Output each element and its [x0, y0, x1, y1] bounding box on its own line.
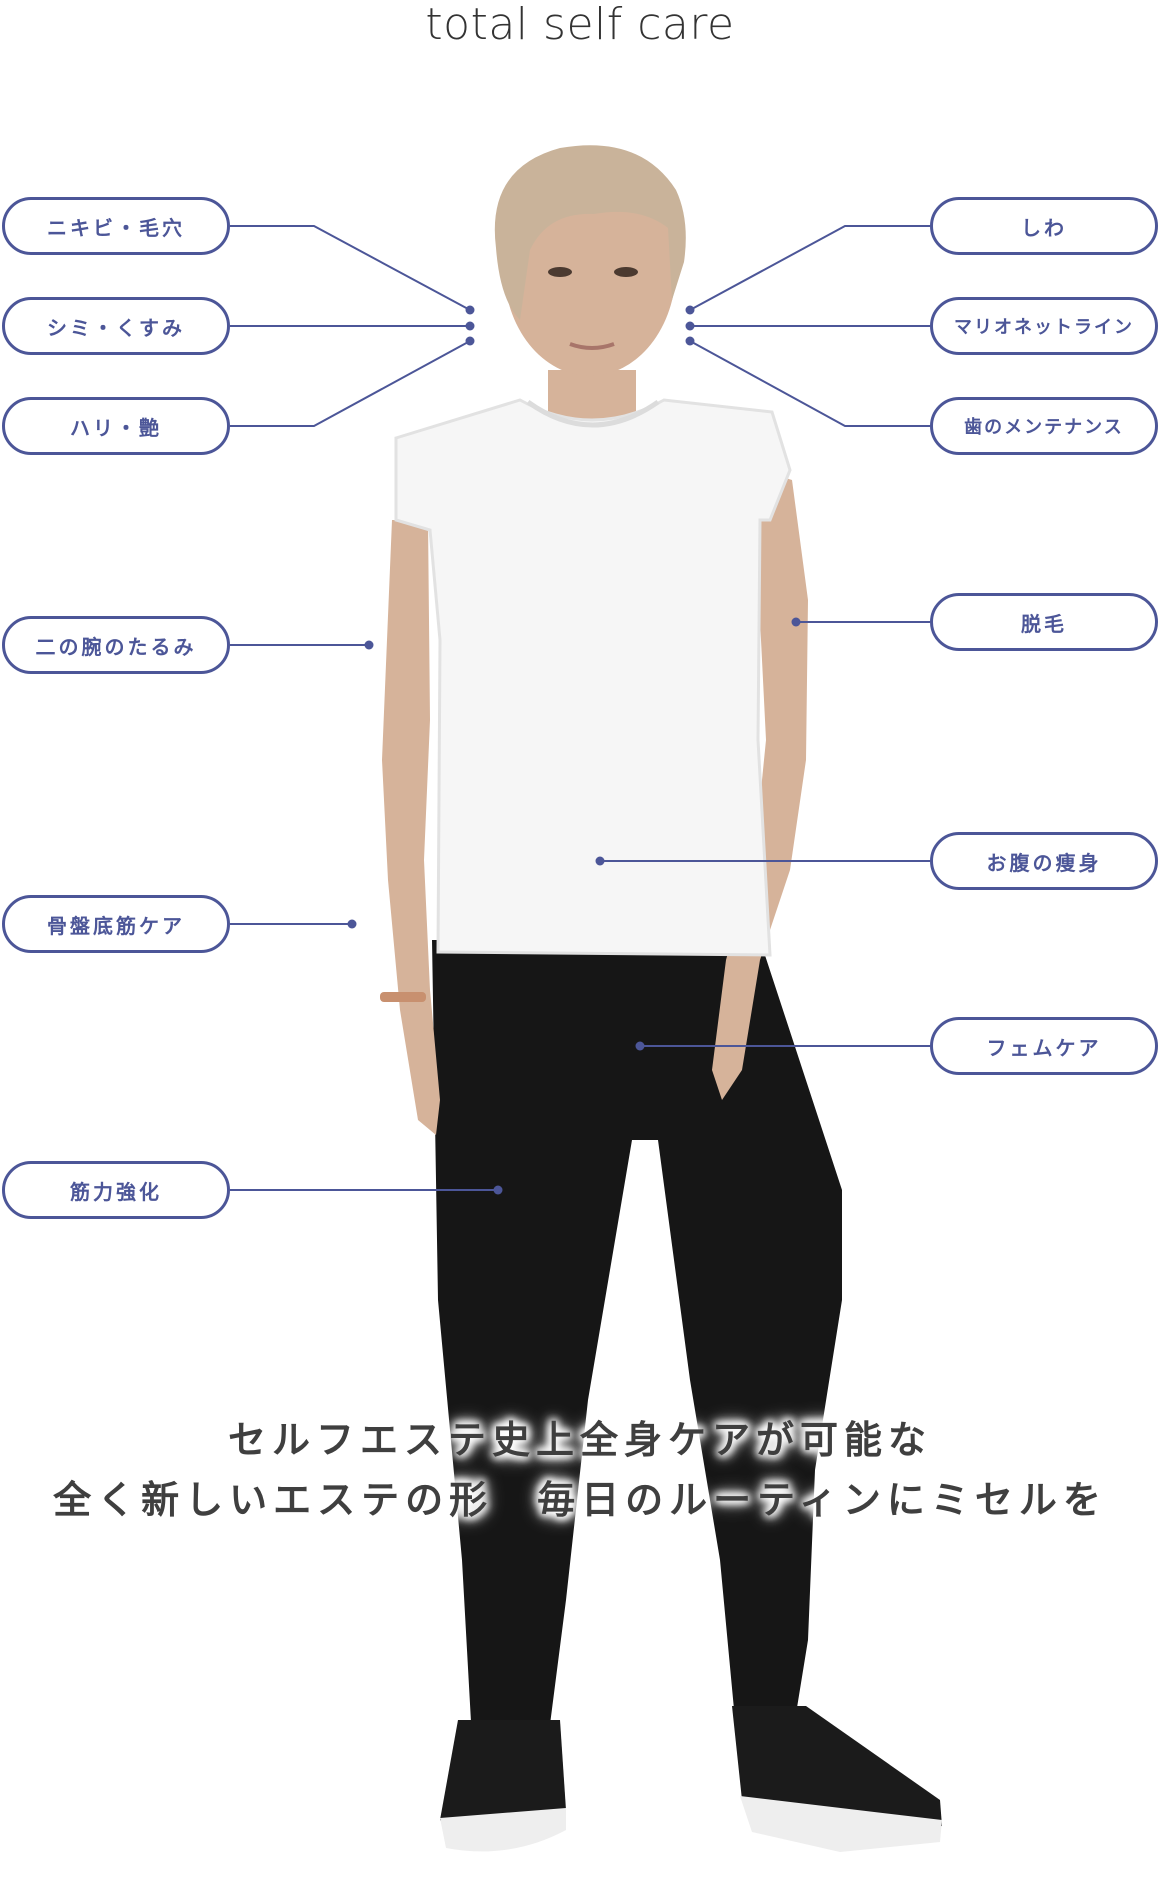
- label-marionette-lines: マリオネットライン: [930, 297, 1158, 355]
- bracelet-icon: [380, 992, 426, 1002]
- label-text: しわ: [1021, 215, 1067, 240]
- label-text: 骨盤底筋ケア: [47, 913, 185, 938]
- label-pelvic-floor-care: 骨盤底筋ケア: [2, 895, 230, 953]
- sneakers: [440, 1706, 942, 1852]
- label-spots-dullness: シミ・くすみ: [2, 297, 230, 355]
- label-femcare: フェムケア: [930, 1017, 1158, 1075]
- label-text: ハリ・艶: [70, 415, 162, 440]
- label-acne-pores: ニキビ・毛穴: [2, 197, 230, 255]
- tagline-line-1: セルフエステ史上全身ケアが可能な: [227, 1418, 932, 1462]
- label-belly-slimming: お腹の痩身: [930, 832, 1158, 890]
- label-text: ニキビ・毛穴: [47, 215, 185, 240]
- tagline-line-2: 全く新しいエステの形 毎日のルーティンにミセルを: [53, 1478, 1107, 1522]
- label-text: 歯のメンテナンス: [964, 417, 1124, 438]
- leggings: [432, 940, 842, 1740]
- page-title: total self care: [425, 0, 735, 50]
- head: [494, 145, 686, 376]
- label-text: マリオネットライン: [954, 317, 1134, 338]
- label-hair-removal: 脱毛: [930, 593, 1158, 651]
- label-upper-arm-sagging: 二の腕のたるみ: [2, 616, 230, 674]
- label-text: 脱毛: [1021, 611, 1067, 636]
- label-dental-maintenance: 歯のメンテナンス: [930, 397, 1158, 455]
- label-wrinkles: しわ: [930, 197, 1158, 255]
- label-text: 筋力強化: [70, 1179, 162, 1204]
- label-text: フェムケア: [986, 1035, 1102, 1060]
- label-firmness-gloss: ハリ・艶: [2, 397, 230, 455]
- label-text: 二の腕のたるみ: [35, 634, 197, 659]
- white-shirt: [394, 398, 792, 957]
- label-muscle-strengthening: 筋力強化: [2, 1161, 230, 1219]
- neck: [548, 370, 636, 424]
- label-text: お腹の痩身: [986, 850, 1102, 875]
- label-text: シミ・くすみ: [47, 315, 185, 340]
